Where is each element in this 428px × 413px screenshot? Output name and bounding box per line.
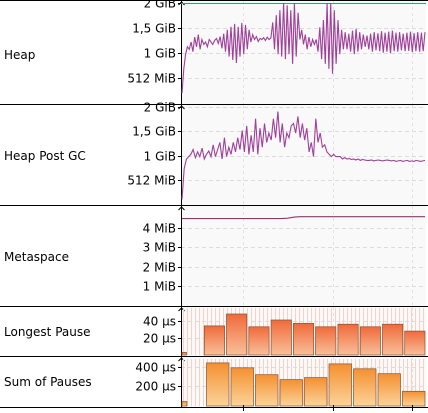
y-tick-label: 512 MiB xyxy=(127,174,176,188)
bar xyxy=(270,319,292,356)
bar xyxy=(315,326,337,356)
y-tick-label: 20 µs xyxy=(143,332,176,346)
series-line-heap-after-gc xyxy=(181,111,426,200)
row-label-heap: Heap xyxy=(4,48,35,62)
plot-area xyxy=(181,105,426,205)
y-tick-label: 3 MiB xyxy=(143,241,176,255)
row-label-heap-post-gc: Heap Post GC xyxy=(4,149,86,163)
y-tick-label: 2 MiB xyxy=(143,261,176,275)
bar xyxy=(304,377,328,407)
bar xyxy=(248,326,270,356)
bar xyxy=(359,326,381,356)
series-line-metaspace-used xyxy=(182,216,425,220)
plot-area xyxy=(181,206,426,306)
bar xyxy=(206,362,230,407)
row-label-sum-of-pauses: Sum of Pauses xyxy=(4,375,92,389)
panel-heap-post-gc: Heap Post GC 2 GiB 1,5 GiB 1 GiB 512 MiB xyxy=(0,101,428,205)
bar xyxy=(181,401,188,407)
y-tick-label: 1,5 GiB xyxy=(132,125,176,139)
y-tick-label: 200 µs xyxy=(135,380,176,394)
panel-heap: Heap 2 GiB 1,5 GiB 1 GiB 512 MiB xyxy=(0,0,428,104)
bar xyxy=(293,323,315,356)
plot-area xyxy=(181,1,426,104)
row-label-metaspace: Metaspace xyxy=(4,250,69,264)
bar xyxy=(404,330,426,356)
bar xyxy=(337,323,359,356)
bar xyxy=(382,323,404,356)
y-tick-label: 1 GiB xyxy=(144,150,176,164)
panel-longest-pause: Longest Pause 40 µs 20 µs xyxy=(0,306,428,356)
y-tick-label: 1 GiB xyxy=(144,47,176,61)
y-tick-label: 512 MiB xyxy=(127,72,176,86)
bar xyxy=(279,379,303,407)
y-tick-label: 1 MiB xyxy=(143,280,176,294)
y-tick-label: 400 µs xyxy=(135,361,176,375)
bar xyxy=(230,367,254,407)
bar xyxy=(377,373,401,407)
bar xyxy=(181,352,187,356)
bar xyxy=(353,368,377,407)
row-label-longest-pause: Longest Pause xyxy=(4,325,90,339)
y-tick-label: 2 GiB xyxy=(144,101,176,115)
bar xyxy=(402,390,426,407)
y-tick-label: 1,5 GiB xyxy=(132,22,176,36)
y-axis-arrow-icon xyxy=(178,206,185,211)
panel-sum-of-pauses: Sum of Pauses 400 µs 200 µs xyxy=(0,356,428,407)
bar xyxy=(226,313,248,356)
bar xyxy=(328,363,352,407)
y-tick-label: 4 MiB xyxy=(143,222,176,236)
bar xyxy=(203,325,225,356)
y-tick-label: 40 µs xyxy=(143,315,176,329)
bar xyxy=(255,374,279,407)
y-tick-label: 2 GiB xyxy=(144,0,176,11)
y-axis-arrow-icon xyxy=(178,105,185,110)
series-line-heap-used xyxy=(181,2,426,94)
panel-metaspace: Metaspace 4 MiB 3 MiB 2 MiB 1 MiB xyxy=(0,205,428,306)
